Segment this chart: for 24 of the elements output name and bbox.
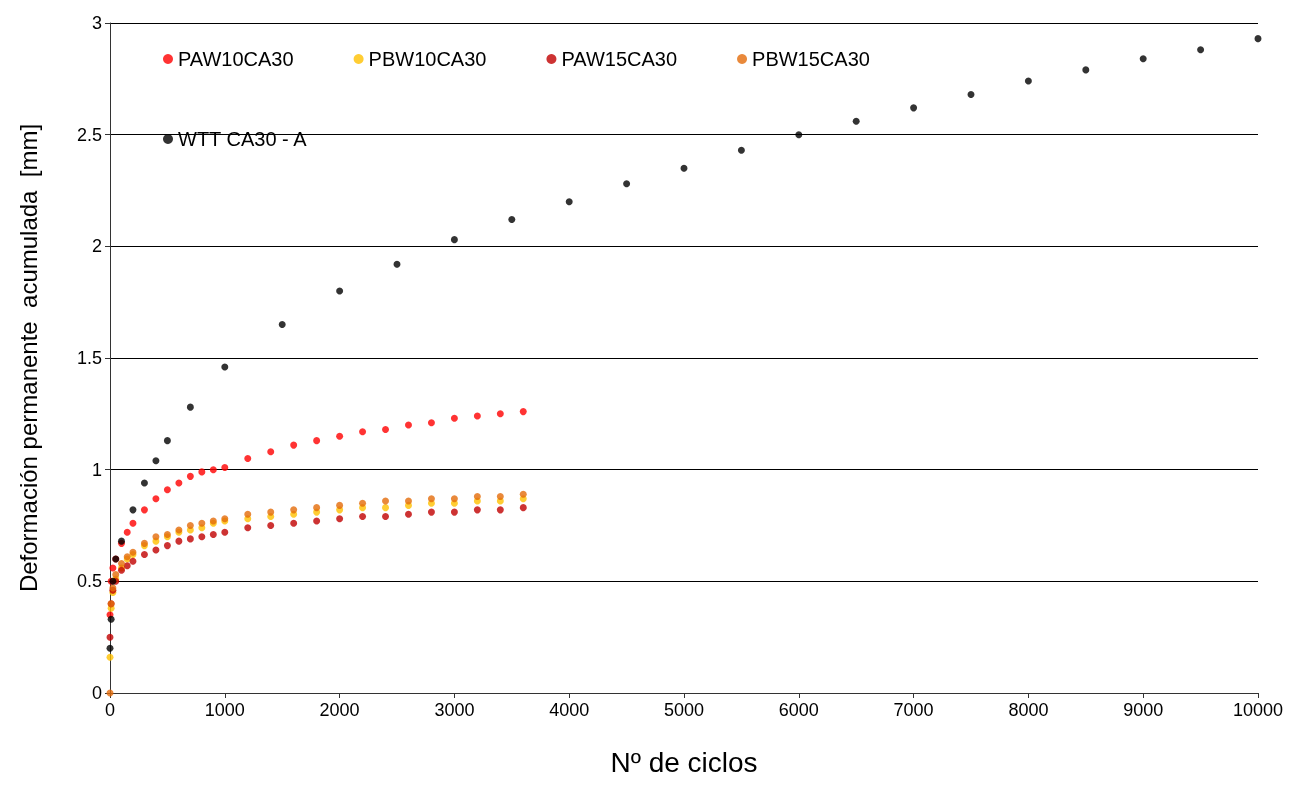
x-tick-label: 7000 — [893, 700, 934, 720]
y-tick-label: 0 — [91, 683, 102, 703]
x-tick-label: 3000 — [434, 700, 475, 720]
legend-label: PBW10CA30 — [368, 48, 487, 70]
y-tick-label: 2.5 — [76, 124, 102, 145]
x-tick-label: 8000 — [1008, 700, 1049, 720]
y-tick-label: 0.5 — [76, 571, 102, 592]
x-tick-label: 6000 — [778, 700, 819, 720]
x-tick-label: 4000 — [549, 700, 590, 720]
x-tick-label: 1000 — [204, 700, 245, 720]
x-tick-label: 5000 — [663, 700, 705, 720]
y-axis-title: Deformación permanente acumulada [mm] — [14, 123, 42, 593]
x-tick-label: 10000 — [1232, 700, 1284, 720]
y-tick-label: 1 — [91, 459, 102, 480]
legend-label: PAW10CA30 — [178, 48, 294, 70]
y-tick-label: 2 — [91, 236, 102, 257]
y-tick-label: 1.5 — [76, 348, 102, 368]
x-tick-label: 9000 — [1123, 700, 1164, 720]
legend-label: PBW15CA30 — [752, 48, 870, 70]
x-axis-title: Nº de ciclos — [610, 746, 758, 778]
x-tick-label: 2000 — [319, 700, 360, 720]
x-tick-label: 0 — [104, 700, 116, 720]
legend-label: PAW15CA30 — [561, 48, 678, 70]
y-tick-label: 3 — [91, 13, 102, 33]
